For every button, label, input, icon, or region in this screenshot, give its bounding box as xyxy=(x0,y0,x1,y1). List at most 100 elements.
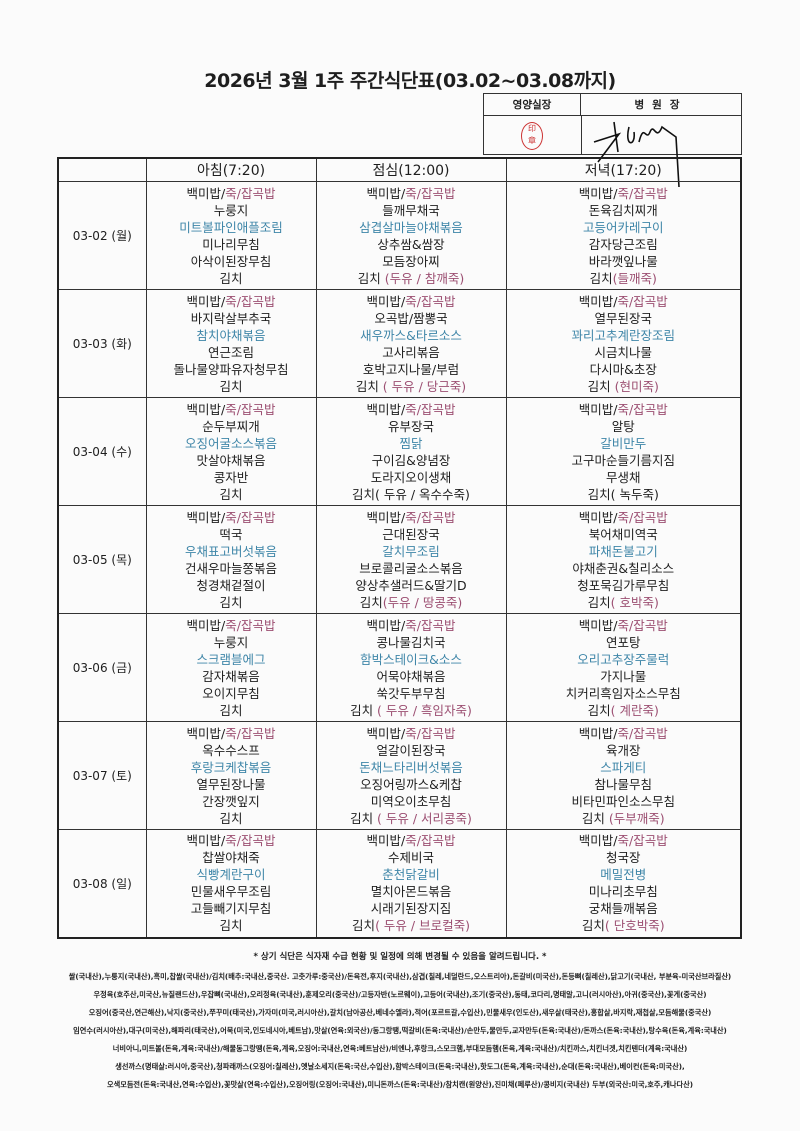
menu-item: 비타민파인소스무침 xyxy=(507,793,740,810)
menu-item: 백미밥/죽/잡곡밥 xyxy=(147,617,315,634)
menu-item-text: 죽/잡곡밥 xyxy=(617,725,668,741)
menu-item: 아삭이된장무침 xyxy=(147,253,315,270)
menu-item: 바라깻잎나물 xyxy=(507,253,740,270)
menu-item-text: 민물새우무조림 xyxy=(190,884,272,900)
menu-item-text: 구이김&양념장 xyxy=(371,452,451,468)
origin-line: 쌀(국내산),누룽지(국내산),흑미,찹쌀(국내산)/김치(배추:국내산,중국산… xyxy=(68,972,732,981)
menu-item-text: 미나리초무침 xyxy=(588,884,658,900)
menu-item-text: 김치 xyxy=(219,702,243,718)
menu-item-text: ( 두유 / 브로컬죽) xyxy=(375,918,470,934)
menu-item-text: 죽/잡곡밥 xyxy=(225,185,276,201)
menu-item-text: 스파게티 xyxy=(600,759,647,775)
menu-item: 청경채겉절이 xyxy=(147,577,315,594)
menu-item: 백미밥/죽/잡곡밥 xyxy=(507,832,740,849)
menu-item: 백미밥/죽/잡곡밥 xyxy=(507,509,740,526)
menu-item-text: 청경채겉절이 xyxy=(196,577,266,593)
menu-item-text: 미역오이초무침 xyxy=(370,793,452,809)
menu-item: 새우까스&타르소스 xyxy=(317,327,505,344)
menu-item-text: 춘천닭갈비 xyxy=(382,867,440,883)
menu-item: 김치 xyxy=(147,270,315,287)
menu-item-text: 백미밥/ xyxy=(366,617,406,633)
menu-item-text: 백미밥/ xyxy=(186,509,226,525)
menu-item-text: 삼겹살마늘야채볶음 xyxy=(359,219,463,235)
menu-item-text: 연근조림 xyxy=(207,344,254,360)
menu-item: 백미밥/죽/잡곡밥 xyxy=(147,509,315,526)
menu-item-text: 백미밥/ xyxy=(186,401,226,417)
menu-item-text: 김치 xyxy=(219,594,243,610)
menu-item: 백미밥/죽/잡곡밥 xyxy=(147,725,315,742)
day-date: 03-04 (수) xyxy=(57,397,147,506)
menu-item: 백미밥/죽/잡곡밥 xyxy=(147,832,315,849)
menu-item-text: 바라깻잎나물 xyxy=(588,253,658,269)
menu-item: 콩나물김치국 xyxy=(317,634,505,651)
menu-item-text: 오리고추장주물럭 xyxy=(577,651,670,667)
menu-item-text: 참치야채볶음 xyxy=(196,327,266,343)
dinner-cell: 백미밥/죽/잡곡밥 연포탕 오리고추장주물럭 가지나물 치커리흑임자소스무침 김치( 계란… xyxy=(505,613,742,722)
menu-item: 쑥갓두부무침 xyxy=(317,685,505,702)
menu-item: 유부장국 xyxy=(317,418,505,435)
menu-item-text: 죽/잡곡밥 xyxy=(617,293,668,309)
menu-item: 멸치아몬드볶음 xyxy=(317,883,505,900)
menu-item-text: 죽/잡곡밥 xyxy=(225,725,276,741)
day-row: 03-08 (일) 백미밥/죽/잡곡밥 찹쌀야채죽 식빵계란구이 민물새우무조림 고들빼기… xyxy=(57,829,742,938)
menu-item: 갈비만두 xyxy=(507,435,740,452)
menu-item-text: 김치 xyxy=(587,594,611,610)
lunch-cell: 백미밥/죽/잡곡밥 콩나물김치국 함박스테이크&소스 어묵야채볶음 쑥갓두부무침 김치 (… xyxy=(315,613,507,722)
menu-item-text: 들깨무채국 xyxy=(382,202,440,218)
menu-item: 누룽지 xyxy=(147,202,315,219)
menu-item-text: 김치 xyxy=(219,378,243,394)
menu-item-text: 식빵계란구이 xyxy=(196,867,266,883)
menu-item-text: 청국장 xyxy=(605,850,641,866)
menu-item: 근대된장국 xyxy=(317,526,505,543)
menu-item-text: 열무된장나물 xyxy=(196,776,266,792)
menu-item-text: 도라지오이생채 xyxy=(370,469,452,485)
menu-item: 김치 (두부깨죽) xyxy=(507,810,740,827)
menu-item-text: 호박고지나물/부럼 xyxy=(362,361,460,377)
menu-item: 떡국 xyxy=(147,526,315,543)
menu-item: 백미밥/죽/잡곡밥 xyxy=(147,185,315,202)
menu-item-text: 김치 xyxy=(355,378,383,394)
menu-item-text: 양상추샐러드&딸기D xyxy=(355,577,467,593)
menu-item-text: 김치 xyxy=(589,270,613,286)
breakfast-cell: 백미밥/죽/잡곡밥 찹쌀야채죽 식빵계란구이 민물새우무조림 고들빼기지무침 김치 xyxy=(145,829,317,938)
breakfast-cell: 백미밥/죽/잡곡밥 누룽지 미트볼파인애플조림 미나리무침 아삭이된장무침 김치 xyxy=(145,181,317,290)
menu-item-text: 아삭이된장무침 xyxy=(190,253,272,269)
signature-icon xyxy=(593,121,680,188)
menu-item: 열무된장나물 xyxy=(147,776,315,793)
director-label: 병원장 xyxy=(581,94,741,116)
header-breakfast: 아침(7:20) xyxy=(145,157,317,182)
menu-item-text: 죽/잡곡밥 xyxy=(617,509,668,525)
menu-item: 백미밥/죽/잡곡밥 xyxy=(507,617,740,634)
menu-item-text: 미나리무침 xyxy=(202,236,260,252)
menu-item: 치커리흑임자소스무침 xyxy=(507,685,740,702)
menu-item-text: 백미밥/ xyxy=(366,293,406,309)
menu-item-text: 백미밥/ xyxy=(186,617,226,633)
menu-item: 김치 xyxy=(147,486,315,503)
nutrition-head-label: 영양실장 xyxy=(484,94,581,116)
menu-item-text: 후랑크케찹볶음 xyxy=(190,759,272,775)
menu-item: 돌나물양파유자청무침 xyxy=(147,361,315,378)
menu-item: 미역오이초무침 xyxy=(317,793,505,810)
menu-item: 연근조림 xyxy=(147,344,315,361)
dinner-cell: 백미밥/죽/잡곡밥 육개장 스파게티 참나물무침 비타민파인소스무침 김치 (두부깨죽) xyxy=(505,721,742,830)
menu-item-text: (두유 / 땅콩죽) xyxy=(382,594,463,610)
menu-item-text: 백미밥/ xyxy=(366,185,406,201)
menu-item-text: 백미밥/ xyxy=(578,617,618,633)
menu-item-text: 얼갈이된장국 xyxy=(376,742,446,758)
menu-item-text: 김치 xyxy=(219,270,243,286)
origin-line: 너비아니,미트볼(돈육,계육:국내산)/해물동그랑땡(돈육,계육,오징어:국내산… xyxy=(112,1044,688,1053)
menu-item-text: 고사리볶음 xyxy=(382,344,440,360)
breakfast-cell: 백미밥/죽/잡곡밥 누룽지 스크램블에그 감자채볶음 오이지무침 김치 xyxy=(145,613,317,722)
origin-line: 오색모듬전(돈육:국내산,연육:수입산),꽃맛살(연육:수입산),오징어링(오징… xyxy=(106,1080,693,1089)
origin-line: 오징어(중국산,연근해산),낙지(중국산),쭈꾸미(태국산),가자미(미국,러시… xyxy=(88,1008,712,1017)
menu-item-text: 파채돈불고기 xyxy=(588,543,658,559)
menu-item: 간장깻잎지 xyxy=(147,793,315,810)
day-row: 03-04 (수) 백미밥/죽/잡곡밥 순두부찌개 오징어굴소스볶음 맛살야채볶음 콩자반… xyxy=(57,397,742,506)
menu-item-text: (현미죽) xyxy=(614,378,659,394)
day-row: 03-07 (토) 백미밥/죽/잡곡밥 옥수수스프 후랑크케찹볶음 열무된장나물 간장깻잎… xyxy=(57,721,742,830)
menu-item-text: 김치 xyxy=(587,378,615,394)
menu-item: 시래기된장지짐 xyxy=(317,900,505,917)
menu-item: 김치( 녹두죽) xyxy=(507,486,740,503)
menu-item-text: 죽/잡곡밥 xyxy=(225,617,276,633)
menu-item-text: 백미밥/ xyxy=(578,293,618,309)
